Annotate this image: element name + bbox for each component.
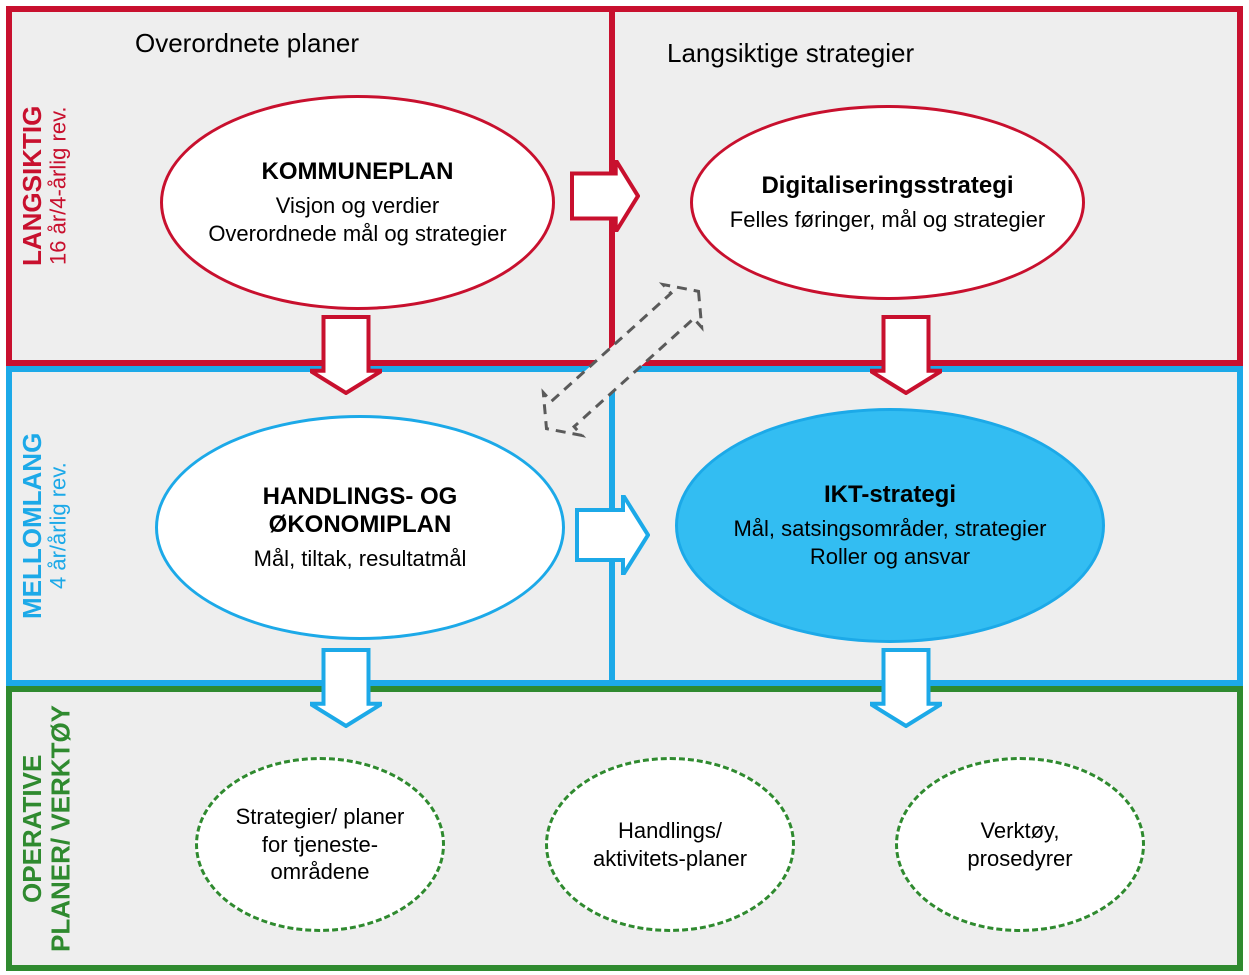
arrow-mid-horizontal bbox=[575, 495, 650, 575]
header-right: Langsiktige strategier bbox=[667, 38, 914, 69]
row-bottom-label: OPERATIVE PLANER/ VERKTØY bbox=[18, 704, 75, 953]
node-digitalisering: Digitaliseringsstrategi Felles føringer,… bbox=[690, 105, 1085, 300]
node-ikt-body: Mål, satsingsområder, strategierRoller o… bbox=[733, 515, 1046, 570]
header-left: Overordnete planer bbox=[135, 28, 359, 59]
node-op-strategier: Strategier/ planer for tjeneste-områdene bbox=[195, 757, 445, 932]
node-digitalisering-body: Felles føringer, mål og strategier bbox=[730, 206, 1045, 234]
arrow-top-down-left bbox=[310, 315, 382, 395]
row-top-label-title: LANGSIKTIG bbox=[18, 24, 47, 348]
row-mid-label: MELLOMLANG 4 år/årlig rev. bbox=[18, 384, 71, 668]
arrow-mid-down-right bbox=[870, 648, 942, 728]
node-handlingsplan-title: HANDLINGS- OG ØKONOMIPLAN bbox=[188, 483, 532, 539]
node-ikt-title: IKT-strategi bbox=[824, 481, 956, 509]
node-handlingsplan: HANDLINGS- OG ØKONOMIPLAN Mål, tiltak, r… bbox=[155, 415, 565, 640]
node-kommuneplan-title: KOMMUNEPLAN bbox=[262, 158, 454, 186]
node-kommuneplan: KOMMUNEPLAN Visjon og verdierOverordnede… bbox=[160, 95, 555, 310]
node-op-verktoy: Verktøy, prosedyrer bbox=[895, 757, 1145, 932]
node-handlingsplan-body: Mål, tiltak, resultatmål bbox=[254, 545, 467, 573]
node-ikt: IKT-strategi Mål, satsingsområder, strat… bbox=[675, 408, 1105, 643]
row-top-label-sub: 16 år/4-årlig rev. bbox=[47, 24, 71, 348]
row-bottom-label-title: OPERATIVE PLANER/ VERKTØY bbox=[18, 704, 75, 953]
node-op-handlingsplaner-body: Handlings/ aktivitets-planer bbox=[578, 817, 762, 872]
node-digitalisering-title: Digitaliseringsstrategi bbox=[761, 172, 1013, 200]
node-kommuneplan-body: Visjon og verdierOverordnede mål og stra… bbox=[208, 192, 506, 247]
node-op-strategier-body: Strategier/ planer for tjeneste-områdene bbox=[228, 803, 412, 886]
node-op-verktoy-body: Verktøy, prosedyrer bbox=[928, 817, 1112, 872]
node-op-handlingsplaner: Handlings/ aktivitets-planer bbox=[545, 757, 795, 932]
arrow-top-down-right bbox=[870, 315, 942, 395]
row-top-label: LANGSIKTIG 16 år/4-årlig rev. bbox=[18, 24, 71, 348]
row-mid-label-sub: 4 år/årlig rev. bbox=[47, 384, 71, 668]
row-mid-label-title: MELLOMLANG bbox=[18, 384, 47, 668]
arrow-mid-down-left bbox=[310, 648, 382, 728]
arrow-top-horizontal bbox=[570, 160, 640, 232]
